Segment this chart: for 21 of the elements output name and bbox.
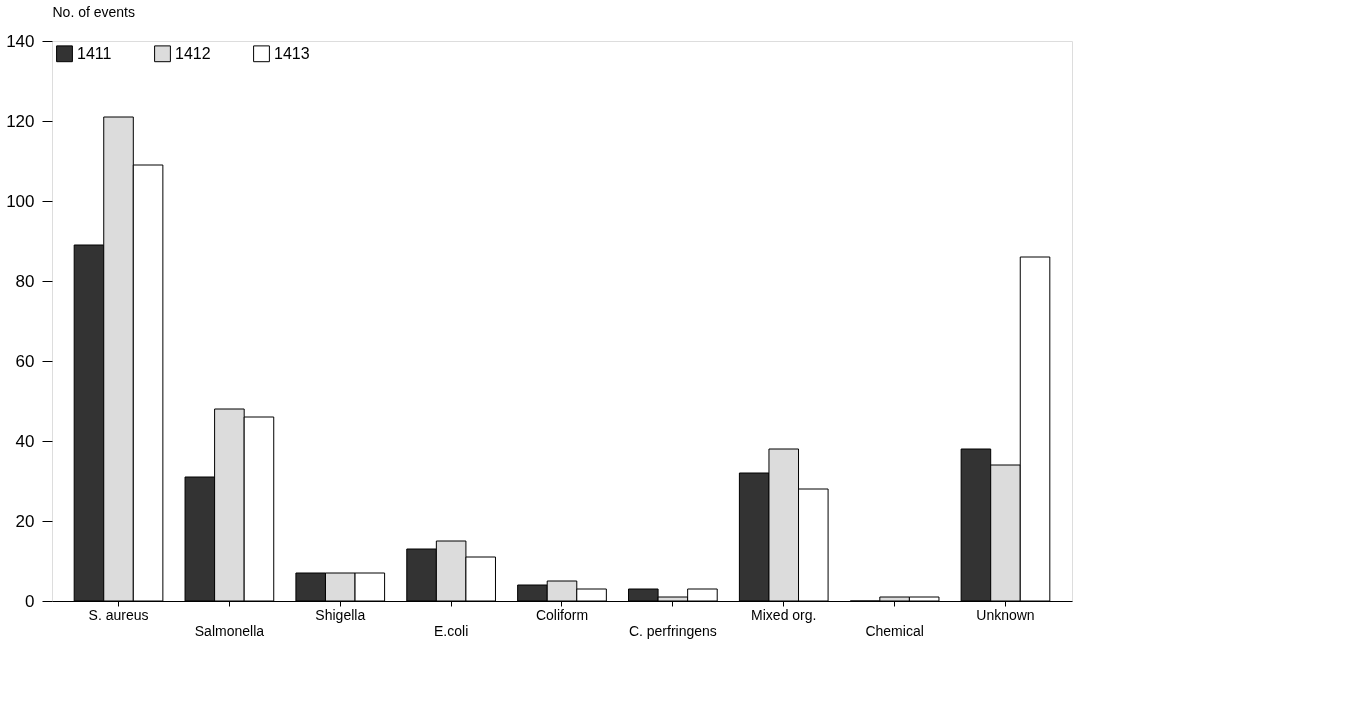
x-tick-label: E.coli <box>434 622 469 639</box>
legend-label: 1412 <box>175 44 211 62</box>
y-tick-label: 40 <box>15 431 35 451</box>
y-tick-label: 60 <box>15 351 35 371</box>
x-tick-label: C. perfringens <box>628 622 717 639</box>
y-tick-label: 120 <box>6 111 35 131</box>
y-axis-title: No. of events <box>52 3 135 20</box>
y-tick-label: 20 <box>15 511 35 531</box>
legend-label: 1411 <box>77 44 112 62</box>
y-tick-label: 100 <box>6 191 35 211</box>
y-tick-label: 0 <box>25 591 35 611</box>
x-tick-label: Unknown <box>976 606 1035 623</box>
y-tick-label: 140 <box>6 31 35 51</box>
x-tick-label: Mixed org. <box>751 606 817 623</box>
x-tick-label: Chemical <box>865 622 924 639</box>
x-tick-label: Coliform <box>535 606 589 623</box>
legend-label: 1413 <box>274 44 310 62</box>
x-tick-label: S. aureus <box>88 606 149 623</box>
x-tick-label: Salmonella <box>194 622 265 639</box>
y-tick-label: 80 <box>15 271 35 291</box>
x-tick-label: Shigella <box>315 606 366 623</box>
